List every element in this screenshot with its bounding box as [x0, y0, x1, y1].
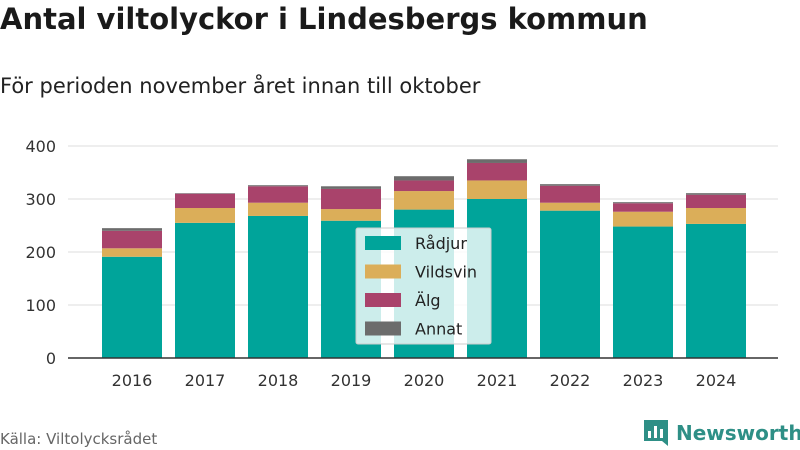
- bar-2018-annat: [248, 185, 308, 187]
- y-tick-label: 100: [25, 296, 56, 315]
- legend-swatch-vildsvin: [365, 264, 401, 279]
- bar-2016-annat: [102, 228, 162, 231]
- x-tick-label: 2021: [477, 371, 518, 390]
- axes: 0 100 200 300 400 2016 2017 2018 2019 2020 2021 202…: [25, 137, 778, 390]
- legend-label: Rådjur: [415, 234, 467, 253]
- x-tick-label: 2020: [404, 371, 445, 390]
- bar-2023-vildsvin: [613, 211, 673, 227]
- bar-2024-älg: [686, 194, 746, 209]
- chart-subtitle: För perioden november året innan till ok…: [0, 74, 481, 98]
- bar-2020-älg: [394, 180, 454, 192]
- bars: [102, 159, 746, 358]
- y-tick-label: 400: [25, 137, 56, 156]
- legend-label: Älg: [415, 291, 441, 310]
- bar-2022-rådjur: [540, 210, 600, 358]
- legend: Rådjur Vildsvin Älg Annat: [355, 227, 492, 345]
- x-tick-label: 2023: [623, 371, 664, 390]
- x-tick-label: 2022: [550, 371, 591, 390]
- y-tick-label: 300: [25, 190, 56, 209]
- bar-2017-rådjur: [175, 222, 235, 358]
- bar-2016-vildsvin: [102, 248, 162, 257]
- legend-box: [355, 227, 492, 345]
- bar-2018-älg: [248, 186, 308, 203]
- bar-2024-vildsvin: [686, 208, 746, 224]
- bar-2016-rådjur: [102, 256, 162, 358]
- bar-2019-vildsvin: [321, 209, 381, 221]
- source-note: Källa: Viltolycksrådet: [0, 430, 158, 448]
- x-tick-label: 2024: [696, 371, 737, 390]
- y-tick-label: 200: [25, 243, 56, 262]
- bar-2018-vildsvin: [248, 202, 308, 216]
- bar-2022-annat: [540, 184, 600, 186]
- bar-2024-annat: [686, 193, 746, 195]
- bar-2021-annat: [467, 159, 527, 163]
- x-tick-label: 2016: [112, 371, 153, 390]
- bar-2023-rådjur: [613, 226, 673, 358]
- bar-2022-älg: [540, 185, 600, 203]
- legend-swatch-älg: [365, 293, 401, 307]
- bar-2019-älg: [321, 188, 381, 210]
- x-tick-label: 2018: [258, 371, 299, 390]
- bar-2021-älg: [467, 162, 527, 181]
- legend-label: Vildsvin: [415, 263, 477, 282]
- bar-2023-annat: [613, 202, 673, 204]
- bar-2018-rådjur: [248, 215, 308, 358]
- bar-2017-vildsvin: [175, 208, 235, 223]
- bar-2020-vildsvin: [394, 191, 454, 210]
- x-tick-label: 2019: [331, 371, 372, 390]
- legend-label: Annat: [415, 320, 462, 339]
- x-tick-label: 2017: [185, 371, 226, 390]
- bar-2017-älg: [175, 193, 235, 209]
- brand: Newsworthy: [644, 420, 800, 446]
- legend-swatch-rådjur: [365, 236, 401, 250]
- bar-2016-älg: [102, 230, 162, 249]
- legend-swatch-annat: [365, 321, 401, 336]
- bar-2017-annat: [175, 193, 235, 194]
- bar-2019-annat: [321, 186, 381, 189]
- bar-2021-vildsvin: [467, 180, 527, 199]
- bar-2022-vildsvin: [540, 202, 600, 211]
- y-tick-label: 0: [46, 349, 56, 368]
- bar-2024-rådjur: [686, 223, 746, 358]
- chart-title: Antal viltolyckor i Lindesbergs kommun: [0, 2, 648, 36]
- brand-name: Newsworthy: [676, 421, 800, 445]
- bar-2023-älg: [613, 203, 673, 212]
- bar-chart-logo-icon: [644, 420, 668, 446]
- bar-2020-annat: [394, 176, 454, 181]
